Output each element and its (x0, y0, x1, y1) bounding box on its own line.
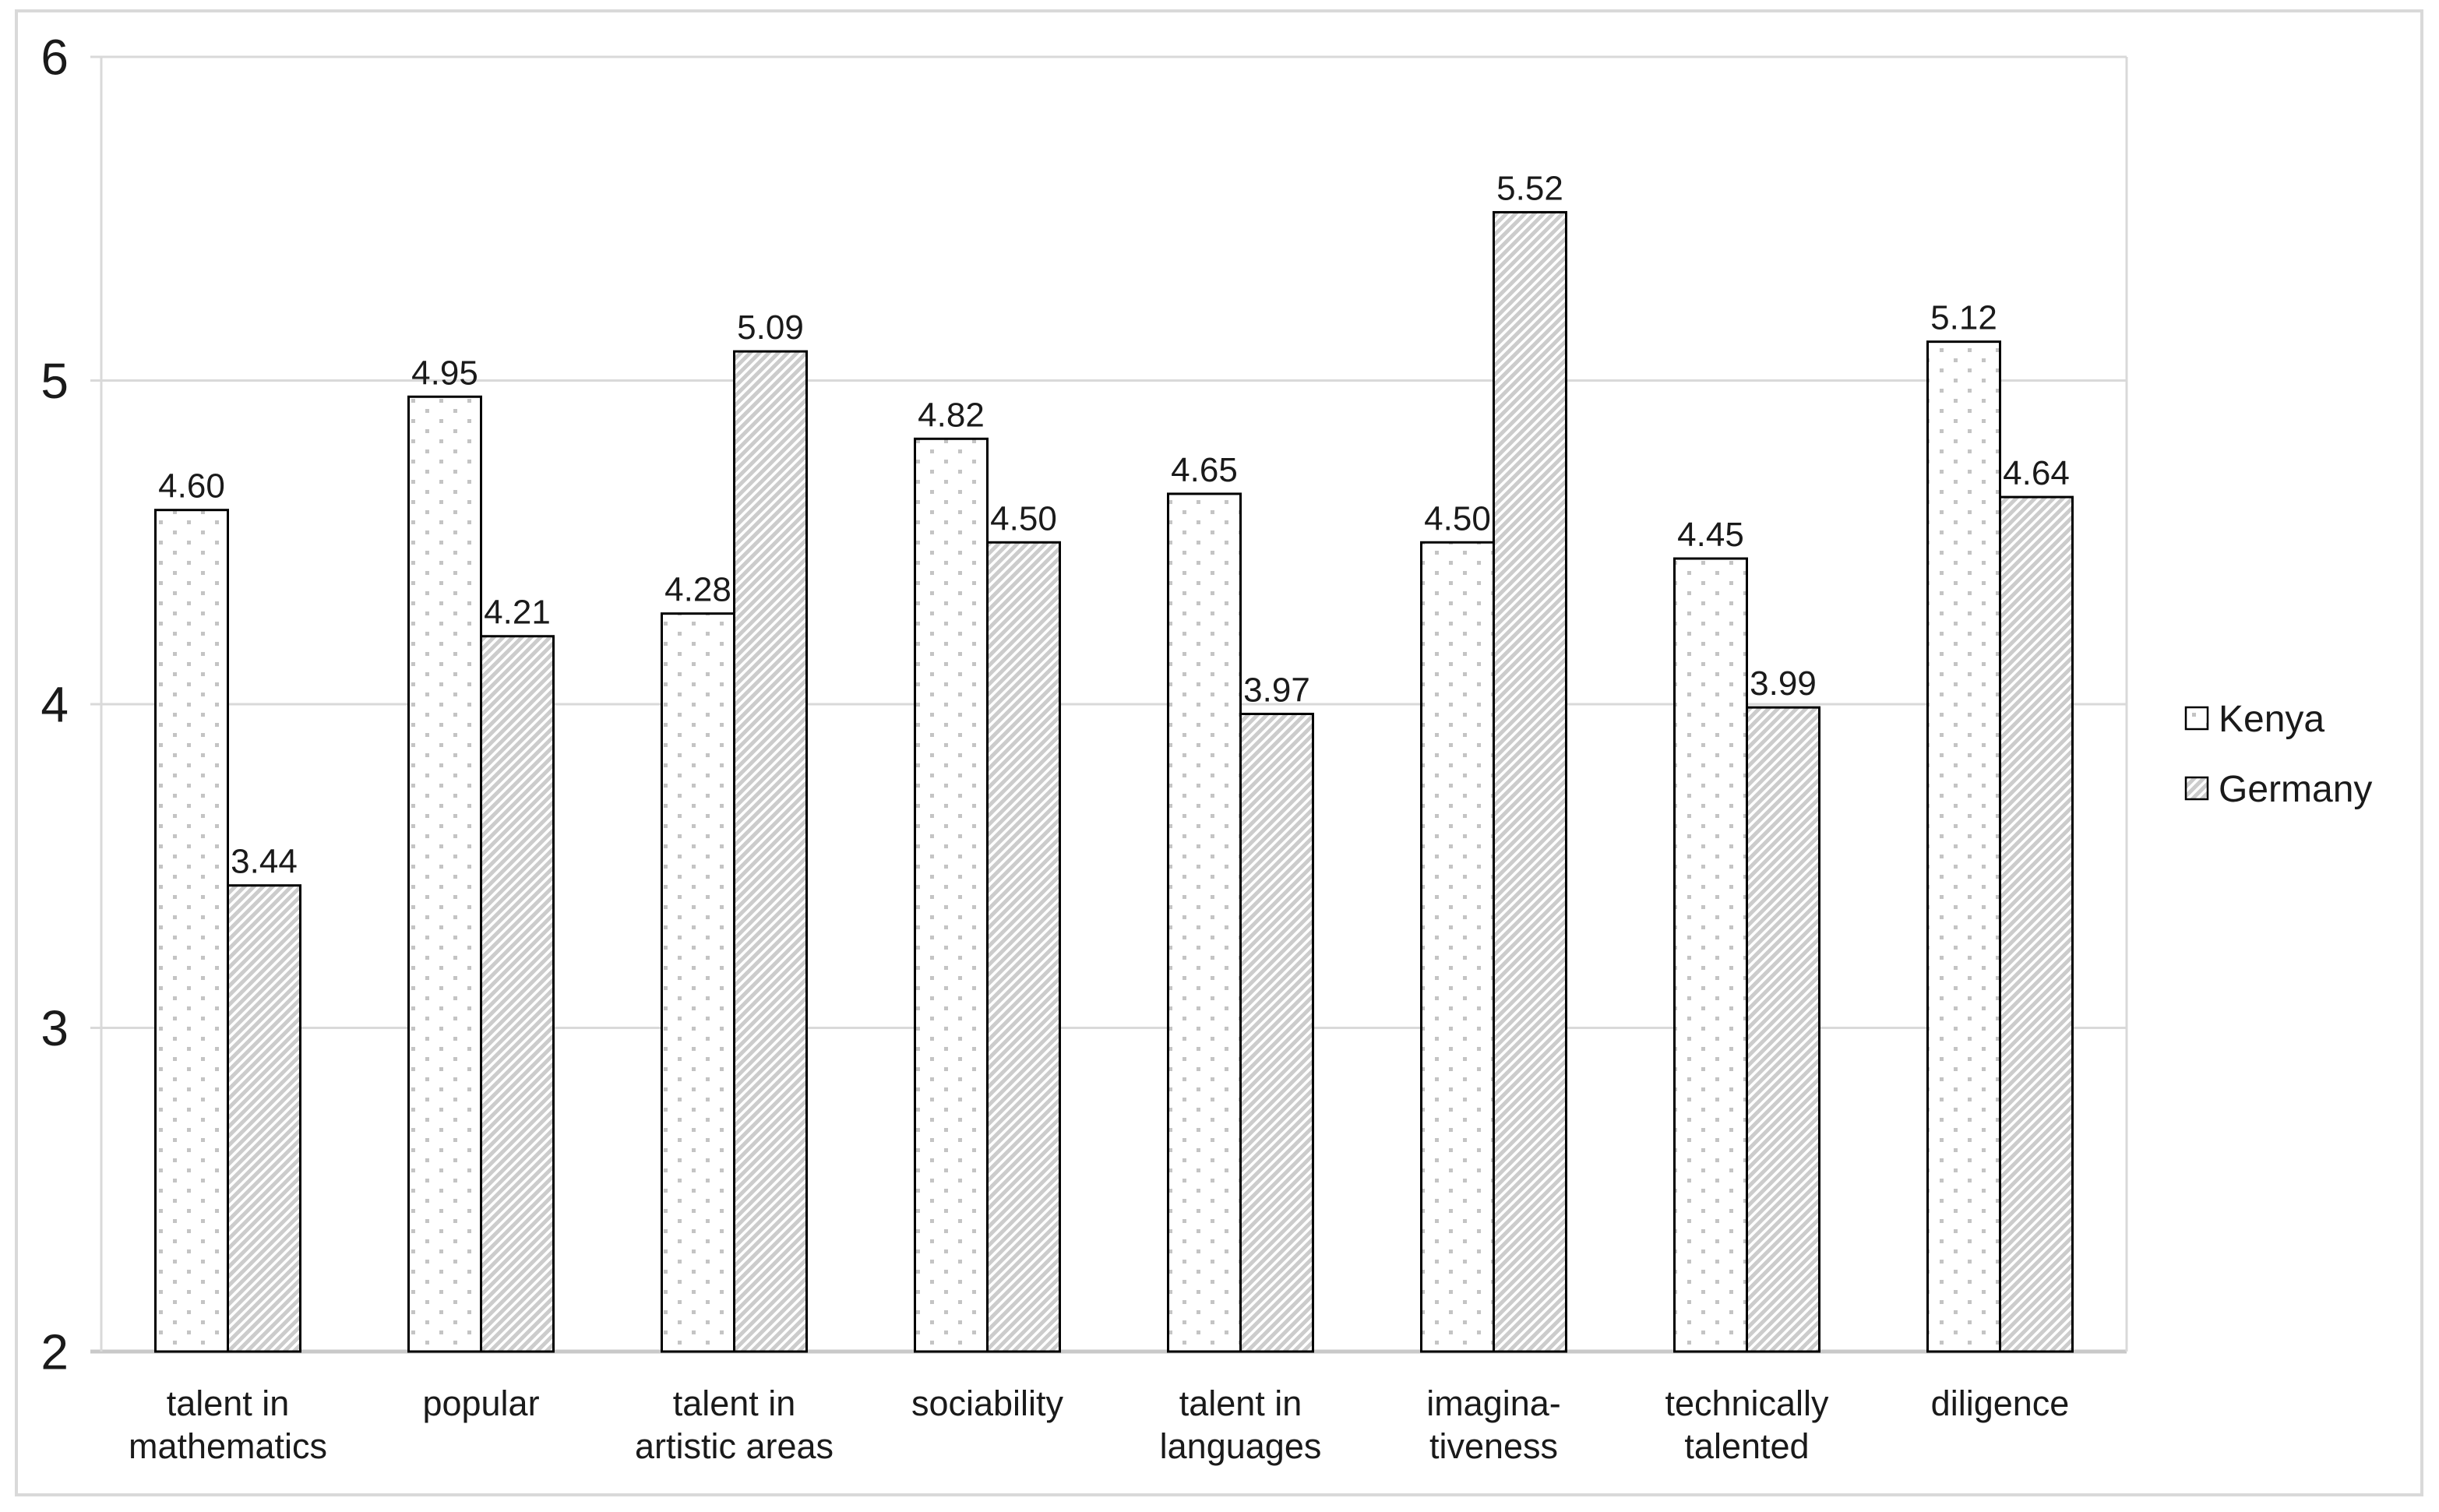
category-label: talent in (167, 1383, 290, 1423)
y-tick-label: 6 (41, 29, 69, 85)
bar-value-label: 4.64 (2003, 454, 2070, 492)
bar-value-label: 4.21 (484, 594, 551, 632)
bar-kenya-2 (661, 612, 735, 1353)
legend: Kenya Germany (2184, 699, 2372, 810)
bar-value-label: 4.65 (1171, 451, 1238, 489)
bar-germany-4 (1239, 712, 1314, 1353)
category-label: artistic areas (635, 1426, 834, 1466)
legend-swatch-germany (2184, 776, 2209, 801)
category-label: sociability (911, 1383, 1064, 1423)
category-label: talent in (1179, 1383, 1302, 1423)
bar-value-label: 4.45 (1677, 516, 1744, 554)
bar-value-label: 5.12 (1930, 299, 1997, 337)
bar-value-label: 5.52 (1496, 169, 1563, 207)
bar-germany-7 (1999, 495, 2074, 1353)
legend-item-kenya: Kenya (2184, 699, 2324, 740)
bar-kenya-3 (914, 437, 989, 1353)
category-label: languages (1160, 1426, 1322, 1466)
category-label: popular (422, 1383, 539, 1423)
bar-germany-2 (733, 350, 808, 1353)
bar-germany-3 (986, 541, 1061, 1353)
bar-germany-1 (480, 635, 555, 1353)
bar-value-label: 4.95 (411, 354, 478, 392)
category-label: tiveness (1429, 1426, 1558, 1466)
category-label: diligence (1931, 1383, 2070, 1423)
legend-item-germany: Germany (2184, 769, 2372, 810)
bar-value-label: 3.97 (1243, 671, 1310, 709)
bar-value-label: 4.50 (990, 499, 1057, 537)
y-tick-label: 3 (41, 1000, 69, 1056)
category-label: technically (1665, 1383, 1829, 1423)
bar-value-label: 4.82 (918, 396, 985, 434)
category-label: talent in (673, 1383, 796, 1423)
chart-border (15, 9, 2423, 1496)
y-tick-label: 5 (41, 353, 69, 409)
bar-value-label: 4.60 (158, 467, 225, 506)
bar-value-label: 3.99 (1750, 664, 1817, 703)
legend-label-kenya: Kenya (2219, 699, 2324, 740)
legend-swatch-kenya (2184, 706, 2209, 731)
bar-value-label: 3.44 (231, 843, 298, 881)
y-tick-label: 4 (41, 676, 69, 732)
category-label: imagina- (1426, 1383, 1561, 1423)
y-axis-tick-labels: 2 3 4 5 6 (41, 29, 69, 1380)
bar-germany-0 (227, 884, 301, 1353)
bar-kenya-7 (1926, 340, 2001, 1353)
bar-kenya-1 (407, 395, 482, 1353)
category-label: talented (1684, 1426, 1809, 1466)
bar-kenya-4 (1167, 492, 1242, 1353)
bar-kenya-0 (154, 509, 229, 1353)
bar-kenya-5 (1420, 541, 1495, 1353)
bar-value-label: 5.09 (737, 308, 804, 347)
bar-germany-5 (1493, 210, 1567, 1353)
bar-germany-6 (1746, 706, 1820, 1353)
bar-value-label: 4.28 (664, 571, 731, 609)
bars: 4.60 3.44 4.95 4.21 4.28 5.09 4.82 4.50 4.65 3.97… (154, 169, 2074, 1353)
category-label: mathematics (129, 1426, 327, 1466)
gridlines (90, 55, 2128, 1354)
y-tick-label: 2 (41, 1323, 69, 1380)
bar-value-label: 4.50 (1424, 499, 1491, 537)
legend-label-germany: Germany (2219, 769, 2372, 810)
bar-kenya-6 (1673, 557, 1748, 1353)
chart-outer-frame (15, 9, 2423, 1496)
